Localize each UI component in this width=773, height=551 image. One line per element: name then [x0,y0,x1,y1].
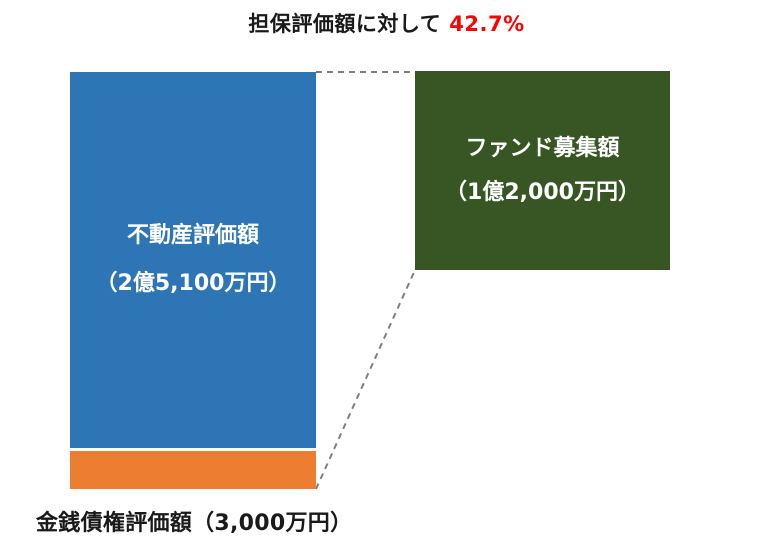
title-text: 担保評価額に対して [248,12,442,36]
connector-bottom [315,269,416,490]
diagram-title: 担保評価額に対して 42.7% [0,8,773,38]
real-estate-amount: （2億5,100万円） [95,271,291,296]
receivables-block [70,451,316,489]
fund-block: ファンド募集額 （1億2,000万円） [415,71,670,270]
title-percentage: 42.7% [449,12,525,36]
real-estate-block: 不動産評価額 （2億5,100万円） [70,72,316,448]
receivables-label: 金銭債権評価額（3,000万円） [36,511,353,536]
fund-amount: （1億2,000万円） [445,179,640,205]
real-estate-label: 不動産評価額 [126,223,259,248]
fund-label: ファンド募集額 [465,135,620,161]
